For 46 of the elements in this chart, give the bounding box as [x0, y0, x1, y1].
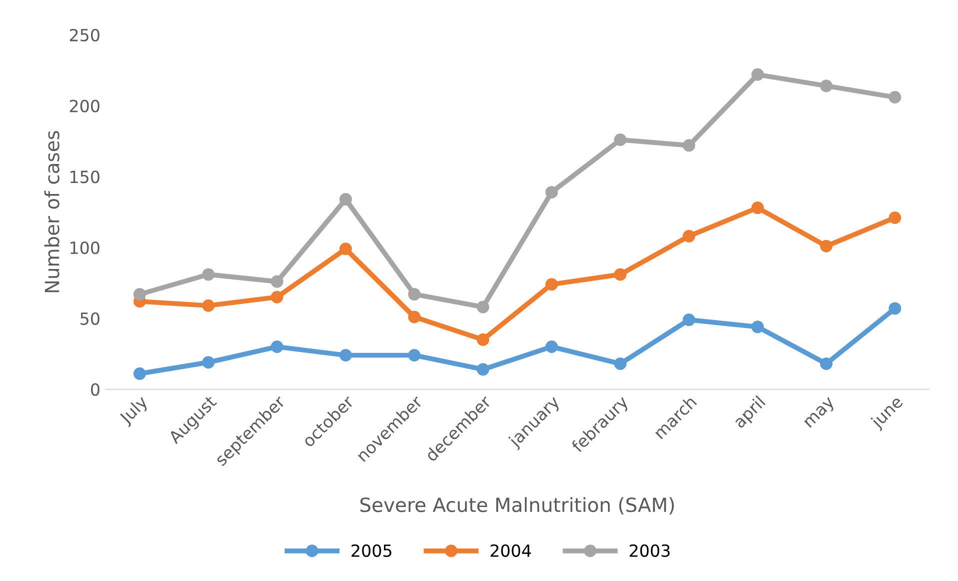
point — [408, 310, 421, 324]
y-tick-label: 200 — [70, 100, 100, 112]
point — [476, 300, 490, 314]
legend-label: 2004 — [490, 544, 531, 557]
y-tick-label: 0 — [91, 383, 100, 396]
point — [888, 302, 902, 315]
point — [270, 290, 284, 304]
point — [545, 340, 558, 353]
point — [820, 358, 833, 370]
point — [202, 268, 215, 281]
point — [408, 288, 421, 301]
y-tick-label: 250 — [70, 28, 100, 42]
point — [820, 240, 833, 252]
y-axis-title: Number of cases — [44, 130, 60, 292]
point — [270, 275, 284, 288]
point — [888, 90, 902, 104]
point — [408, 348, 421, 362]
point — [820, 80, 833, 92]
point — [545, 186, 558, 198]
y-tick-label: 50 — [80, 312, 100, 325]
x-axis-title: Severe Acute Malnutrition (SAM) — [360, 497, 674, 514]
point — [476, 363, 490, 376]
point — [751, 68, 764, 81]
point — [133, 288, 146, 301]
point — [339, 242, 352, 256]
point — [202, 299, 215, 312]
point — [614, 268, 627, 281]
point — [202, 356, 215, 369]
point — [682, 230, 696, 242]
point — [682, 314, 696, 326]
point — [270, 340, 284, 353]
point — [682, 139, 696, 152]
point — [545, 278, 558, 291]
point — [133, 367, 146, 380]
point — [751, 202, 764, 214]
point — [339, 348, 352, 362]
y-tick-label: 150 — [70, 170, 100, 184]
legend-label: 2003 — [630, 544, 670, 557]
point — [888, 211, 902, 224]
y-tick-label: 100 — [70, 241, 100, 254]
point — [751, 320, 764, 334]
legend-label: 2005 — [352, 544, 392, 557]
point — [339, 193, 352, 206]
point — [614, 134, 627, 146]
point — [476, 333, 490, 346]
point — [614, 358, 627, 370]
